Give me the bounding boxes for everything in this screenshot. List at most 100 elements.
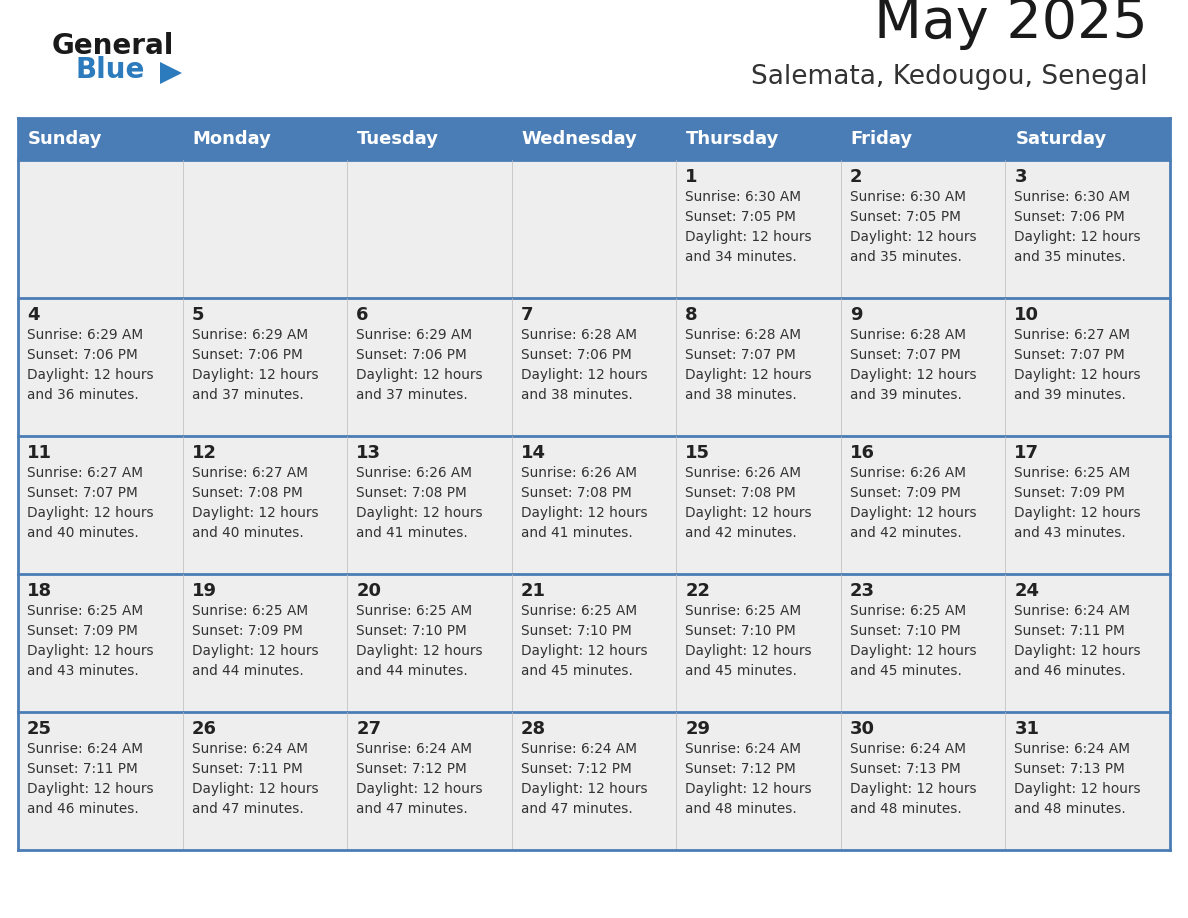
Text: Sunrise: 6:26 AM: Sunrise: 6:26 AM bbox=[685, 466, 801, 480]
Text: Sunrise: 6:24 AM: Sunrise: 6:24 AM bbox=[356, 742, 472, 756]
Text: Sunset: 7:10 PM: Sunset: 7:10 PM bbox=[849, 624, 961, 638]
Text: 14: 14 bbox=[520, 444, 545, 462]
Text: 10: 10 bbox=[1015, 306, 1040, 324]
Text: and 46 minutes.: and 46 minutes. bbox=[27, 802, 139, 816]
Text: Monday: Monday bbox=[192, 130, 271, 148]
Text: Sunset: 7:07 PM: Sunset: 7:07 PM bbox=[27, 486, 138, 500]
Text: Sunset: 7:07 PM: Sunset: 7:07 PM bbox=[849, 348, 961, 362]
Text: 19: 19 bbox=[191, 582, 216, 600]
Text: Daylight: 12 hours: Daylight: 12 hours bbox=[685, 368, 811, 382]
Text: and 39 minutes.: and 39 minutes. bbox=[849, 388, 962, 402]
Text: Daylight: 12 hours: Daylight: 12 hours bbox=[520, 506, 647, 520]
Bar bbox=[18, 160, 1170, 298]
Text: Sunrise: 6:24 AM: Sunrise: 6:24 AM bbox=[520, 742, 637, 756]
Text: Sunday: Sunday bbox=[29, 130, 102, 148]
Text: Sunrise: 6:25 AM: Sunrise: 6:25 AM bbox=[520, 604, 637, 618]
Text: Daylight: 12 hours: Daylight: 12 hours bbox=[1015, 782, 1140, 796]
Text: Sunrise: 6:28 AM: Sunrise: 6:28 AM bbox=[849, 328, 966, 342]
Text: and 40 minutes.: and 40 minutes. bbox=[191, 526, 303, 540]
Text: 20: 20 bbox=[356, 582, 381, 600]
Text: Thursday: Thursday bbox=[687, 130, 779, 148]
Bar bbox=[18, 436, 1170, 574]
Bar bbox=[18, 298, 1170, 436]
Text: Daylight: 12 hours: Daylight: 12 hours bbox=[520, 782, 647, 796]
Text: and 36 minutes.: and 36 minutes. bbox=[27, 388, 139, 402]
Text: and 41 minutes.: and 41 minutes. bbox=[520, 526, 632, 540]
Text: and 45 minutes.: and 45 minutes. bbox=[849, 664, 962, 678]
Text: 15: 15 bbox=[685, 444, 710, 462]
Text: Daylight: 12 hours: Daylight: 12 hours bbox=[849, 644, 977, 658]
Text: 6: 6 bbox=[356, 306, 368, 324]
Text: Daylight: 12 hours: Daylight: 12 hours bbox=[685, 782, 811, 796]
Text: Daylight: 12 hours: Daylight: 12 hours bbox=[27, 368, 153, 382]
Text: Daylight: 12 hours: Daylight: 12 hours bbox=[1015, 368, 1140, 382]
Text: Sunset: 7:07 PM: Sunset: 7:07 PM bbox=[1015, 348, 1125, 362]
Text: Sunset: 7:05 PM: Sunset: 7:05 PM bbox=[685, 210, 796, 224]
Text: 3: 3 bbox=[1015, 168, 1026, 186]
Text: and 48 minutes.: and 48 minutes. bbox=[1015, 802, 1126, 816]
Text: and 47 minutes.: and 47 minutes. bbox=[191, 802, 303, 816]
Text: Daylight: 12 hours: Daylight: 12 hours bbox=[27, 644, 153, 658]
Text: 30: 30 bbox=[849, 720, 874, 738]
Text: Tuesday: Tuesday bbox=[358, 130, 440, 148]
Text: and 34 minutes.: and 34 minutes. bbox=[685, 250, 797, 264]
Text: Daylight: 12 hours: Daylight: 12 hours bbox=[191, 644, 318, 658]
Text: Sunrise: 6:30 AM: Sunrise: 6:30 AM bbox=[1015, 190, 1131, 204]
Text: 17: 17 bbox=[1015, 444, 1040, 462]
Text: Daylight: 12 hours: Daylight: 12 hours bbox=[356, 782, 482, 796]
Text: and 41 minutes.: and 41 minutes. bbox=[356, 526, 468, 540]
Text: Sunset: 7:08 PM: Sunset: 7:08 PM bbox=[191, 486, 302, 500]
Text: 28: 28 bbox=[520, 720, 545, 738]
Text: Sunset: 7:09 PM: Sunset: 7:09 PM bbox=[1015, 486, 1125, 500]
Text: Sunset: 7:12 PM: Sunset: 7:12 PM bbox=[520, 762, 632, 776]
Text: Daylight: 12 hours: Daylight: 12 hours bbox=[849, 506, 977, 520]
Text: Daylight: 12 hours: Daylight: 12 hours bbox=[356, 506, 482, 520]
Text: and 48 minutes.: and 48 minutes. bbox=[685, 802, 797, 816]
Text: 2: 2 bbox=[849, 168, 862, 186]
Text: Sunrise: 6:27 AM: Sunrise: 6:27 AM bbox=[27, 466, 143, 480]
Text: and 45 minutes.: and 45 minutes. bbox=[685, 664, 797, 678]
Text: Sunset: 7:13 PM: Sunset: 7:13 PM bbox=[849, 762, 961, 776]
Text: Sunset: 7:10 PM: Sunset: 7:10 PM bbox=[520, 624, 632, 638]
Text: 1: 1 bbox=[685, 168, 697, 186]
Text: 8: 8 bbox=[685, 306, 697, 324]
Text: Sunset: 7:12 PM: Sunset: 7:12 PM bbox=[356, 762, 467, 776]
Text: Sunset: 7:08 PM: Sunset: 7:08 PM bbox=[685, 486, 796, 500]
Text: and 43 minutes.: and 43 minutes. bbox=[27, 664, 139, 678]
Text: Daylight: 12 hours: Daylight: 12 hours bbox=[849, 230, 977, 244]
Text: Sunrise: 6:25 AM: Sunrise: 6:25 AM bbox=[849, 604, 966, 618]
Text: and 38 minutes.: and 38 minutes. bbox=[520, 388, 632, 402]
Text: and 35 minutes.: and 35 minutes. bbox=[1015, 250, 1126, 264]
Text: 22: 22 bbox=[685, 582, 710, 600]
Text: 12: 12 bbox=[191, 444, 216, 462]
Text: Sunset: 7:09 PM: Sunset: 7:09 PM bbox=[191, 624, 303, 638]
Text: Sunrise: 6:26 AM: Sunrise: 6:26 AM bbox=[520, 466, 637, 480]
Text: Sunrise: 6:26 AM: Sunrise: 6:26 AM bbox=[356, 466, 472, 480]
Text: Daylight: 12 hours: Daylight: 12 hours bbox=[1015, 644, 1140, 658]
Text: and 44 minutes.: and 44 minutes. bbox=[356, 664, 468, 678]
Text: Sunrise: 6:25 AM: Sunrise: 6:25 AM bbox=[685, 604, 802, 618]
Text: 27: 27 bbox=[356, 720, 381, 738]
Text: Sunrise: 6:24 AM: Sunrise: 6:24 AM bbox=[685, 742, 801, 756]
Text: and 46 minutes.: and 46 minutes. bbox=[1015, 664, 1126, 678]
Text: Sunrise: 6:29 AM: Sunrise: 6:29 AM bbox=[191, 328, 308, 342]
Text: Daylight: 12 hours: Daylight: 12 hours bbox=[1015, 506, 1140, 520]
Text: 23: 23 bbox=[849, 582, 874, 600]
Text: Sunset: 7:11 PM: Sunset: 7:11 PM bbox=[27, 762, 138, 776]
Text: Sunrise: 6:27 AM: Sunrise: 6:27 AM bbox=[191, 466, 308, 480]
Text: Sunrise: 6:29 AM: Sunrise: 6:29 AM bbox=[27, 328, 143, 342]
Text: Sunset: 7:13 PM: Sunset: 7:13 PM bbox=[1015, 762, 1125, 776]
Text: General: General bbox=[52, 32, 175, 60]
Text: Sunrise: 6:24 AM: Sunrise: 6:24 AM bbox=[27, 742, 143, 756]
Text: Sunset: 7:11 PM: Sunset: 7:11 PM bbox=[1015, 624, 1125, 638]
Text: Sunset: 7:05 PM: Sunset: 7:05 PM bbox=[849, 210, 961, 224]
Text: Sunrise: 6:28 AM: Sunrise: 6:28 AM bbox=[520, 328, 637, 342]
Text: Daylight: 12 hours: Daylight: 12 hours bbox=[685, 230, 811, 244]
Text: Sunset: 7:08 PM: Sunset: 7:08 PM bbox=[356, 486, 467, 500]
Text: and 47 minutes.: and 47 minutes. bbox=[356, 802, 468, 816]
Text: and 37 minutes.: and 37 minutes. bbox=[191, 388, 303, 402]
Text: Sunset: 7:10 PM: Sunset: 7:10 PM bbox=[685, 624, 796, 638]
Bar bbox=[18, 118, 1170, 160]
Text: Sunrise: 6:30 AM: Sunrise: 6:30 AM bbox=[849, 190, 966, 204]
Text: and 42 minutes.: and 42 minutes. bbox=[685, 526, 797, 540]
